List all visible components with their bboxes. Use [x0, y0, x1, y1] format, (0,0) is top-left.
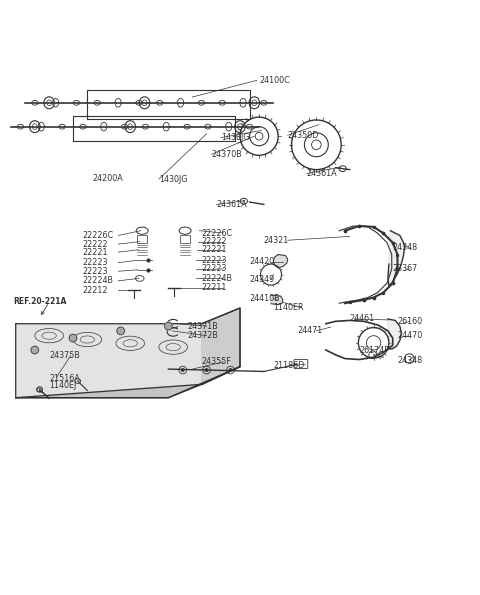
Text: 26174P: 26174P [360, 346, 389, 355]
Text: 22221: 22221 [83, 248, 108, 256]
Circle shape [31, 346, 38, 354]
Circle shape [117, 327, 124, 335]
Polygon shape [388, 231, 405, 286]
Circle shape [165, 322, 172, 330]
Text: 22221: 22221 [202, 245, 228, 254]
Text: 1430JG: 1430JG [221, 133, 250, 142]
Circle shape [228, 368, 232, 372]
Polygon shape [271, 295, 283, 305]
Text: 24100C: 24100C [259, 76, 290, 85]
Text: 22226C: 22226C [83, 231, 114, 240]
Text: 21516A: 21516A [49, 374, 80, 383]
Text: 24321: 24321 [264, 236, 289, 245]
Text: 24349: 24349 [250, 275, 275, 284]
Text: 24361A: 24361A [307, 169, 337, 178]
Text: 1430JG: 1430JG [159, 175, 187, 184]
Polygon shape [16, 308, 240, 397]
Bar [180, 234, 190, 243]
Text: 24372B: 24372B [188, 331, 218, 340]
Polygon shape [274, 255, 288, 268]
Text: 22212: 22212 [83, 286, 108, 295]
Polygon shape [202, 308, 240, 384]
Text: 1140EJ: 1140EJ [49, 381, 76, 390]
Text: 1140ER: 1140ER [274, 303, 304, 312]
Text: 24370B: 24370B [211, 150, 242, 159]
Text: 24470: 24470 [397, 331, 423, 340]
Text: 22223: 22223 [83, 258, 108, 267]
Circle shape [181, 368, 185, 372]
Text: 24375B: 24375B [49, 351, 80, 360]
Text: 22222: 22222 [83, 240, 108, 249]
Text: 24200A: 24200A [92, 174, 123, 183]
Circle shape [204, 368, 208, 372]
Text: 24355F: 24355F [202, 358, 232, 367]
Text: 24420: 24420 [250, 257, 275, 266]
Text: 24350D: 24350D [288, 131, 319, 140]
Bar [137, 234, 147, 243]
Text: 26160: 26160 [397, 317, 422, 326]
Text: 22224B: 22224B [202, 274, 233, 283]
Circle shape [69, 334, 77, 342]
Text: 21186D: 21186D [274, 361, 305, 369]
Text: REF.20-221A: REF.20-221A [13, 297, 67, 306]
Text: 24471: 24471 [297, 327, 323, 336]
Text: 22222: 22222 [202, 237, 228, 246]
Text: 22226C: 22226C [202, 228, 233, 237]
Polygon shape [388, 319, 401, 349]
Text: 22223: 22223 [202, 264, 228, 273]
Text: 22211: 22211 [202, 283, 227, 293]
Text: 22223: 22223 [202, 256, 228, 265]
Text: 24371B: 24371B [188, 322, 218, 331]
Polygon shape [16, 367, 240, 397]
Text: 24461: 24461 [350, 315, 375, 324]
Text: 23367: 23367 [393, 264, 418, 273]
Text: 24348: 24348 [397, 356, 422, 365]
Text: 24410B: 24410B [250, 294, 280, 303]
Text: 22223: 22223 [83, 267, 108, 275]
Text: 22224B: 22224B [83, 276, 113, 285]
Text: 24348: 24348 [393, 243, 418, 252]
Text: 24361A: 24361A [216, 200, 247, 209]
